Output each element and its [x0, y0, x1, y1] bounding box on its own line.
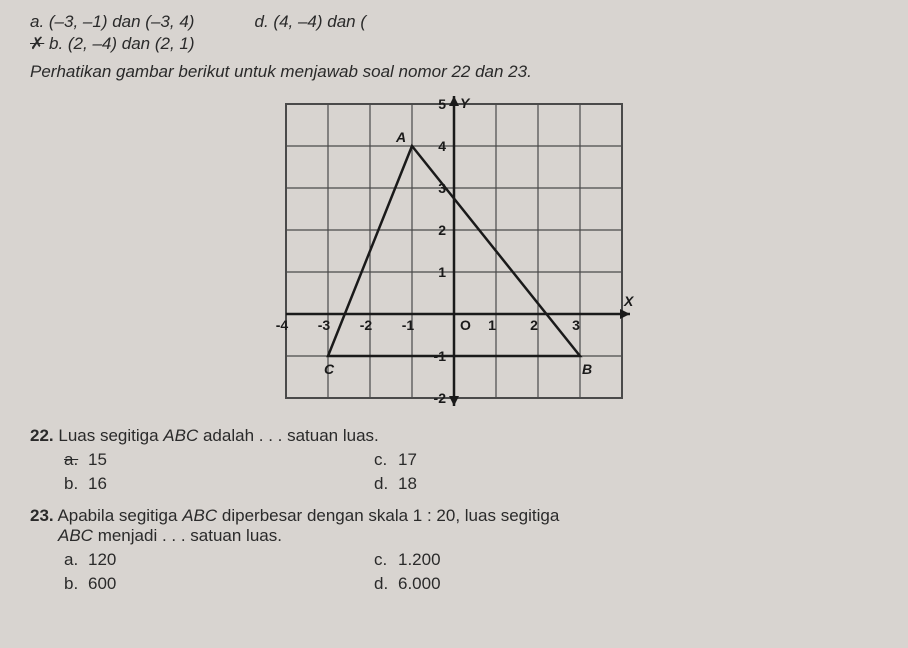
q23-text-post: menjadi . . . satuan luas.	[93, 526, 282, 545]
top-col-left: a. (–3, –1) dan (–3, 4) ✗ b. (2, –4) dan…	[30, 12, 195, 54]
q23-opt-c-letter: c.	[374, 550, 398, 570]
svg-text:C: C	[324, 361, 335, 377]
q23-opt-b-letter: b.	[64, 574, 88, 594]
q22-opt-a-val: 15	[88, 450, 107, 469]
svg-text:2: 2	[438, 222, 446, 238]
top-col-right: d. (4, –4) dan (	[255, 12, 367, 54]
q23-opt-d-letter: d.	[374, 574, 398, 594]
svg-text:1: 1	[438, 264, 446, 280]
svg-text:X: X	[623, 293, 635, 309]
q22-abc: ABC	[163, 426, 198, 445]
q23-options: a.120 c.1.200 b.600 d.6.000	[64, 550, 878, 594]
q23-opt-c: c.1.200	[374, 550, 574, 570]
q22-opt-d-letter: d.	[374, 474, 398, 494]
q22-opt-d: d.18	[374, 474, 574, 494]
q23-number: 23.	[30, 506, 54, 525]
q23-opt-a: a.120	[64, 550, 374, 570]
q22-opt-a-letter: a.	[64, 450, 88, 470]
q23-opt-d-val: 6.000	[398, 574, 441, 593]
top-option-b-text: b. (2, –4) dan (2, 1)	[49, 34, 195, 53]
svg-text:2: 2	[530, 317, 538, 333]
question-23: 23. Apabila segitiga ABC diperbesar deng…	[30, 506, 878, 594]
svg-text:-2: -2	[434, 390, 447, 406]
q22-options: a.15 c.17 b.16 d.18	[64, 450, 878, 494]
q23-opt-a-val: 120	[88, 550, 116, 569]
svg-text:-4: -4	[276, 317, 289, 333]
q22-number: 22.	[30, 426, 54, 445]
q23-opt-a-letter: a.	[64, 550, 88, 570]
q23-abc: ABC	[182, 506, 217, 525]
q23-abc2: ABC	[58, 526, 93, 545]
svg-text:-2: -2	[360, 317, 373, 333]
q22-opt-a: a.15	[64, 450, 374, 470]
svg-text:B: B	[582, 361, 592, 377]
q22-opt-c-val: 17	[398, 450, 417, 469]
q23-text-pre: Apabila segitiga	[57, 506, 182, 525]
svg-text:3: 3	[572, 317, 580, 333]
q22-opt-d-val: 18	[398, 474, 417, 493]
q22-opt-b-letter: b.	[64, 474, 88, 494]
q22-opt-b-val: 16	[88, 474, 107, 493]
top-option-b: ✗ b. (2, –4) dan (2, 1)	[30, 34, 195, 54]
top-option-d: d. (4, –4) dan (	[255, 12, 367, 32]
svg-text:1: 1	[488, 317, 496, 333]
q23-opt-b: b.600	[64, 574, 374, 594]
q22-opt-c: c.17	[374, 450, 574, 470]
q22-opt-c-letter: c.	[374, 450, 398, 470]
svg-text:4: 4	[438, 138, 446, 154]
top-options: a. (–3, –1) dan (–3, 4) ✗ b. (2, –4) dan…	[30, 12, 878, 54]
q22-opt-b: b.16	[64, 474, 374, 494]
top-option-a: a. (–3, –1) dan (–3, 4)	[30, 12, 195, 32]
q22-header: 22. Luas segitiga ABC adalah . . . satua…	[30, 426, 878, 446]
q22-text-pre: Luas segitiga	[58, 426, 163, 445]
q23-header: 23. Apabila segitiga ABC diperbesar deng…	[30, 506, 878, 546]
q23-text-mid: diperbesar dengan skala 1 : 20, luas seg…	[217, 506, 559, 525]
svg-text:A: A	[395, 129, 406, 145]
q23-opt-c-val: 1.200	[398, 550, 441, 569]
instruction-text: Perhatikan gambar berikut untuk menjawab…	[30, 62, 878, 82]
q23-opt-d: d.6.000	[374, 574, 574, 594]
svg-text:5: 5	[438, 96, 446, 112]
svg-text:-3: -3	[318, 317, 331, 333]
svg-text:O: O	[460, 317, 471, 333]
svg-text:-1: -1	[402, 317, 415, 333]
coordinate-graph: XY-4-3-2-1O12354321-1-2ABC	[270, 88, 638, 414]
q23-opt-b-val: 600	[88, 574, 116, 593]
question-22: 22. Luas segitiga ABC adalah . . . satua…	[30, 426, 878, 494]
q22-text-post: adalah . . . satuan luas.	[198, 426, 379, 445]
graph-container: XY-4-3-2-1O12354321-1-2ABC	[30, 88, 878, 414]
